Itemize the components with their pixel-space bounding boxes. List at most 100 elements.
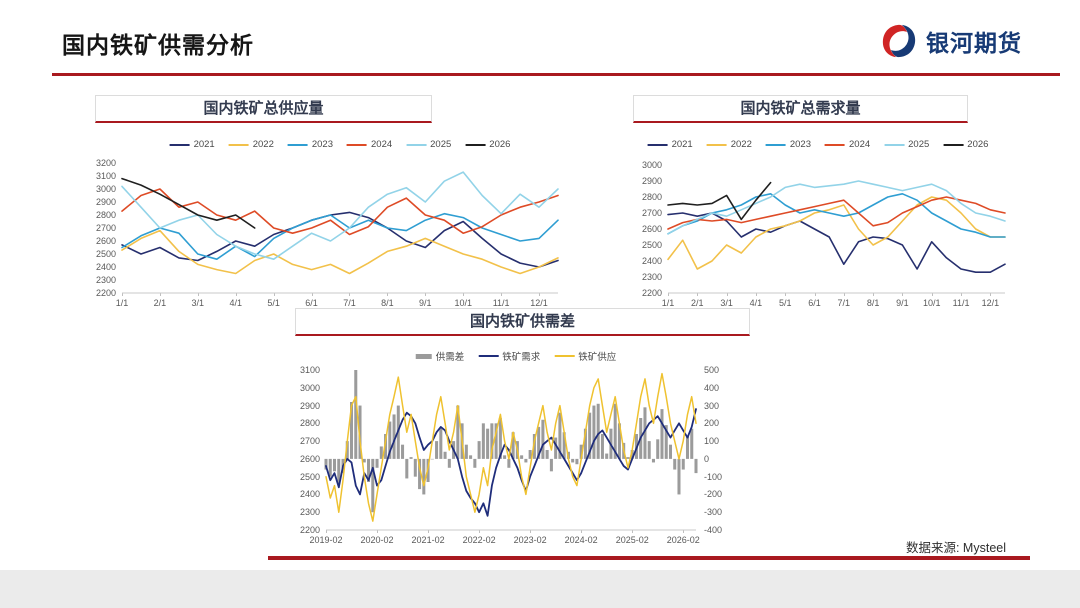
- demand-xtick: 12/1: [981, 298, 1000, 308]
- balance-ytick-right: 500: [704, 365, 720, 375]
- legend-label: 2021: [193, 139, 215, 150]
- balance-legend: 供需差 铁矿需求 铁矿供应: [415, 349, 616, 363]
- series-line-2023: [667, 192, 1006, 238]
- demand-chart-plot: [667, 180, 1006, 294]
- legend-item-2022: 2022: [706, 139, 752, 150]
- supply-legend: 2021 2022 2023 2024 2025 2026: [169, 139, 510, 150]
- supply-xtick: 3/1: [191, 298, 205, 308]
- legend-item-铁矿需求: 铁矿需求: [478, 349, 540, 363]
- legend-label: 2022: [252, 139, 274, 150]
- brand-logo: 银河期货: [880, 22, 1022, 60]
- series-line-2022: [121, 229, 559, 275]
- chart-title-demand: 国内铁矿总需求量: [633, 95, 968, 123]
- page-title: 国内铁矿供需分析: [62, 32, 254, 58]
- demand-xtick-mark: [814, 293, 816, 296]
- supply-ytick: 2200: [95, 288, 116, 298]
- line-swatch-icon: [478, 355, 499, 357]
- demand-xtick-mark: [697, 293, 699, 296]
- balance-xtick: 2021-02: [411, 535, 445, 545]
- supply-xtick: 7/1: [343, 298, 356, 308]
- demand-xtick-mark: [902, 293, 904, 296]
- supply-ytick: 2400: [95, 262, 116, 272]
- balance-ytick: 2700: [299, 436, 320, 447]
- balance-ytick-right: 300: [704, 400, 720, 411]
- supply-xtick-mark: [159, 293, 161, 296]
- supply-xtick-mark: [349, 293, 351, 296]
- line-swatch-icon: [884, 143, 905, 146]
- demand-xtick-mark: [961, 293, 963, 296]
- series-line-铁矿需求: [325, 408, 697, 517]
- demand-xtick-mark: [873, 293, 875, 296]
- series-line-2026: [667, 181, 772, 221]
- supply-xtick: 5/1: [267, 298, 280, 308]
- balance-ytick-right: 100: [704, 436, 720, 447]
- legend-label: 铁矿需求: [502, 352, 541, 363]
- balance-xtick: 2025-02: [615, 535, 649, 545]
- legend-item-2021: 2021: [169, 139, 215, 150]
- line-swatch-icon: [287, 143, 308, 146]
- demand-xtick-mark: [843, 293, 845, 296]
- header-divider: [52, 73, 1060, 76]
- balance-ytick-right: 400: [704, 382, 720, 393]
- series-line-2025: [121, 171, 559, 260]
- balance-chart-plot: [324, 370, 698, 531]
- series-line-铁矿供应: [325, 372, 697, 522]
- balance-ytick-right: -400: [704, 525, 723, 535]
- supply-xtick: 9/1: [419, 298, 432, 308]
- legend-label: 2021: [671, 139, 693, 150]
- supply-xtick: 1/1: [115, 298, 129, 308]
- balance-xtick: 2024-02: [564, 535, 598, 545]
- supply-ytick: 2900: [95, 197, 116, 207]
- supply-xtick: 4/1: [229, 298, 242, 308]
- demand-xtick: 10/1: [922, 298, 941, 308]
- supply-ytick: 2300: [95, 275, 116, 285]
- balance-xtick-mark: [530, 530, 532, 533]
- footer-bar: GALAXY FUTURES 8: [0, 570, 1080, 608]
- balance-xtick-mark: [683, 530, 685, 533]
- legend-label: 2026: [967, 139, 989, 150]
- balance-ytick: 2900: [299, 400, 320, 411]
- balance-ytick-right: 200: [704, 418, 720, 429]
- series-line-2022: [667, 196, 1006, 270]
- legend-label: 2024: [371, 139, 393, 150]
- demand-xtick: 5/1: [778, 298, 792, 308]
- supply-ytick: 2700: [95, 223, 116, 233]
- legend-label: 2025: [908, 139, 930, 150]
- demand-xtick-mark: [990, 293, 992, 296]
- supply-ytick: 3100: [95, 171, 116, 181]
- supply-ytick: 2600: [95, 236, 116, 246]
- line-swatch-icon: [465, 143, 486, 146]
- balance-ytick: 2600: [299, 453, 320, 464]
- legend-label: 供需差: [435, 352, 465, 363]
- galaxy-swirl-icon: [882, 24, 916, 58]
- balance-xtick-mark: [581, 530, 583, 533]
- balance-ytick: 2800: [299, 418, 320, 429]
- supply-xtick: 11/1: [492, 298, 510, 308]
- series-line-2023: [121, 212, 559, 260]
- demand-ytick: 2900: [641, 176, 662, 186]
- series-line-2026: [121, 177, 256, 229]
- demand-xtick-mark: [785, 293, 787, 296]
- balance-xtick: 2019-02: [309, 535, 343, 545]
- supply-xtick-mark: [501, 293, 503, 296]
- supply-xtick-mark: [311, 293, 313, 296]
- legend-label: 2023: [789, 139, 811, 150]
- balance-xtick-mark: [479, 530, 481, 533]
- balance-xtick: 2026-02: [666, 535, 700, 545]
- demand-xtick: 6/1: [808, 298, 821, 308]
- balance-ytick: 3000: [299, 382, 320, 393]
- supply-ytick: 3000: [95, 184, 116, 194]
- legend-item-2024: 2024: [825, 139, 870, 150]
- demand-ytick: 2500: [641, 240, 662, 250]
- series-line-2025: [667, 180, 1006, 235]
- supply-xtick: 12/1: [530, 298, 548, 308]
- supply-xtick-mark: [425, 293, 427, 296]
- supply-xtick-mark: [235, 293, 237, 296]
- balance-xtick-mark: [632, 530, 634, 533]
- demand-xtick: 4/1: [749, 298, 763, 308]
- legend-item-2025: 2025: [406, 139, 451, 150]
- line-swatch-icon: [825, 143, 845, 146]
- balance-ytick-right: -300: [704, 507, 723, 518]
- balance-ytick: 2400: [299, 489, 320, 500]
